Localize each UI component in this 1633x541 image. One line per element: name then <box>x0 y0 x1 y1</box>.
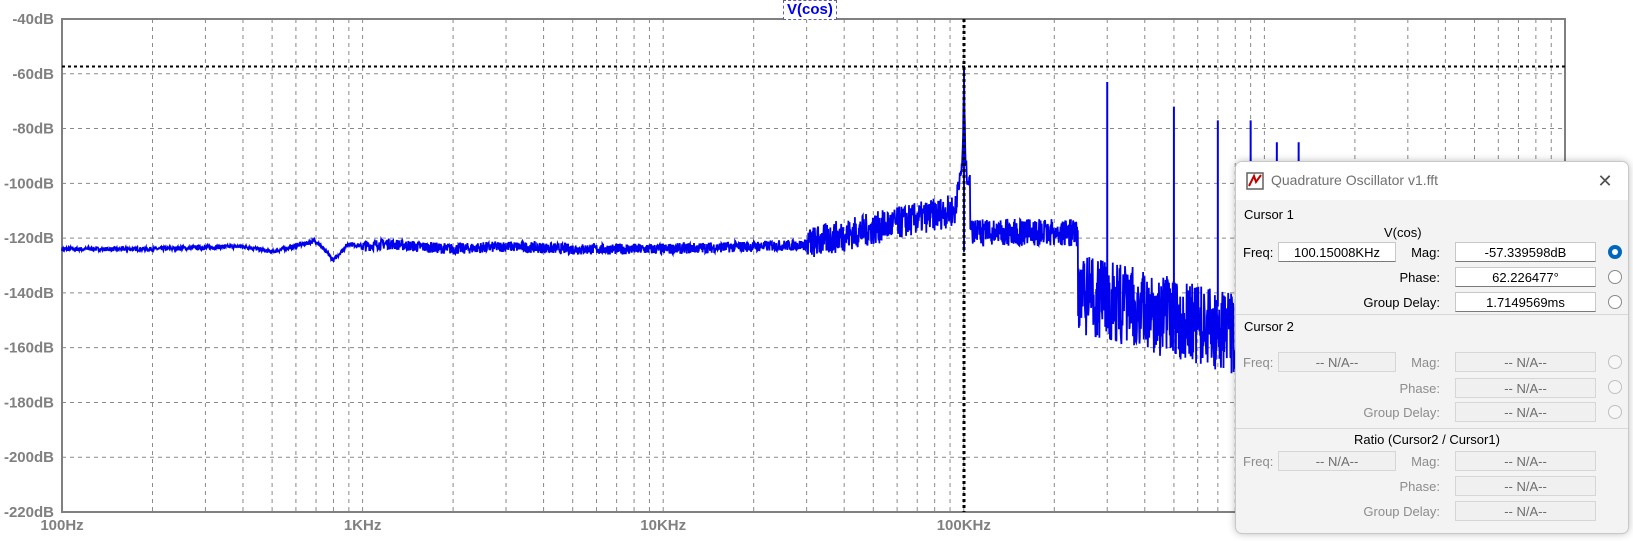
cursor1-gd-label: Group Delay: <box>1363 295 1440 310</box>
y-axis-labels: -40dB -60dB -80dB -100dB -120dB -140dB -160dB -… <box>4 11 54 521</box>
ratio-gd-label: Group Delay: <box>1363 504 1440 519</box>
plot-grid <box>62 19 1565 512</box>
cursor2-mag-field: -- N/A-- <box>1455 352 1596 372</box>
y-tick-label: -120dB <box>4 230 54 247</box>
cursor1-gd-radio[interactable] <box>1608 295 1622 309</box>
y-tick-label: -80dB <box>12 121 54 138</box>
y-tick-label: -200dB <box>4 449 54 466</box>
y-tick-label: -40dB <box>12 11 54 28</box>
cursor2-phase-label: Phase: <box>1399 381 1440 396</box>
trace-path <box>61 86 1319 399</box>
cursor2-gd-radio <box>1608 405 1622 419</box>
ratio-freq-field: -- N/A-- <box>1278 451 1396 471</box>
cursor2-freq-field: -- N/A-- <box>1278 352 1396 372</box>
cursor1-phase-field[interactable]: 62.226477° <box>1455 267 1596 287</box>
close-icon[interactable]: ✕ <box>1597 171 1613 191</box>
cursor2-phase-field: -- N/A-- <box>1455 378 1596 398</box>
ratio-mag-label: Mag: <box>1411 454 1440 469</box>
x-tick-label: 1KHz <box>344 517 382 534</box>
cursor1-heading: Cursor 1 <box>1244 207 1294 222</box>
cursor2-gd-field: -- N/A-- <box>1455 402 1596 422</box>
trace-vcos[interactable] <box>61 66 1319 399</box>
cursor2-freq-label: Freq: <box>1243 355 1274 370</box>
cursor1-mag-label: Mag: <box>1411 245 1440 260</box>
dialog-title: Quadrature Oscillator v1.fft <box>1271 172 1439 188</box>
cursor2-mag-radio <box>1608 355 1622 369</box>
dialog-titlebar[interactable]: Quadrature Oscillator v1.fft ✕ <box>1236 162 1628 200</box>
cursor1-phase-radio[interactable] <box>1608 270 1622 284</box>
cursor2-gd-label: Group Delay: <box>1363 405 1440 420</box>
ratio-heading: Ratio (Cursor2 / Cursor1) <box>1354 432 1500 447</box>
ratio-freq-label: Freq: <box>1243 454 1274 469</box>
cursor1-phase-label: Phase: <box>1399 270 1440 285</box>
cursor1-freq-label: Freq: <box>1243 245 1274 260</box>
cursor1-gd-field[interactable]: 1.7149569ms <box>1455 292 1596 312</box>
trace-title-label[interactable]: V(cos) <box>783 0 837 20</box>
x-tick-label: 10KHz <box>640 517 686 534</box>
ratio-mag-field: -- N/A-- <box>1455 451 1596 471</box>
x-tick-label: 100KHz <box>937 517 991 534</box>
cursor1-trace-name: V(cos) <box>1384 225 1422 240</box>
y-tick-label: -180dB <box>4 394 54 411</box>
ratio-phase-field: -- N/A-- <box>1455 476 1596 496</box>
y-tick-label: -160dB <box>4 340 54 357</box>
y-tick-label: -220dB <box>4 504 54 521</box>
x-axis-labels: 100Hz1KHz10KHz100KHz1MHz <box>40 517 1284 534</box>
cursor2-heading: Cursor 2 <box>1244 319 1294 334</box>
cursor1-mag-field[interactable]: -57.339598dB <box>1455 242 1596 262</box>
y-tick-label: -60dB <box>12 66 54 83</box>
cursor2-mag-label: Mag: <box>1411 355 1440 370</box>
divider <box>1236 428 1628 429</box>
cursor1-mag-radio[interactable] <box>1608 245 1622 259</box>
y-tick-label: -140dB <box>4 285 54 302</box>
ratio-phase-label: Phase: <box>1399 479 1440 494</box>
y-tick-label: -100dB <box>4 175 54 192</box>
cursor1-freq-field[interactable]: 100.15008KHz <box>1278 242 1396 262</box>
divider <box>1236 314 1628 315</box>
cursor2-phase-radio <box>1608 380 1622 394</box>
ratio-gd-field: -- N/A-- <box>1455 501 1596 521</box>
x-tick-label: 100Hz <box>40 517 83 534</box>
ltspice-icon <box>1246 172 1264 190</box>
cursor-dialog: Quadrature Oscillator v1.fft ✕ Cursor 1 … <box>1235 161 1629 534</box>
